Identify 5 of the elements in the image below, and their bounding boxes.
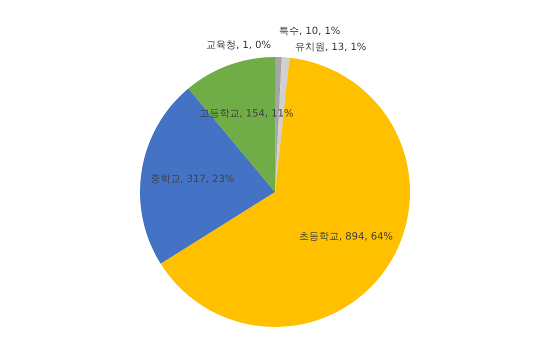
slice-label: 교육청, 1, 0%: [206, 40, 271, 51]
slice-label: 초등학교, 894, 64%: [298, 231, 393, 242]
slice-label: 중학교, 317, 23%: [150, 174, 234, 185]
slice-label: 특수, 10, 1%: [279, 26, 340, 37]
slice-label: 유치원, 13, 1%: [295, 42, 366, 53]
